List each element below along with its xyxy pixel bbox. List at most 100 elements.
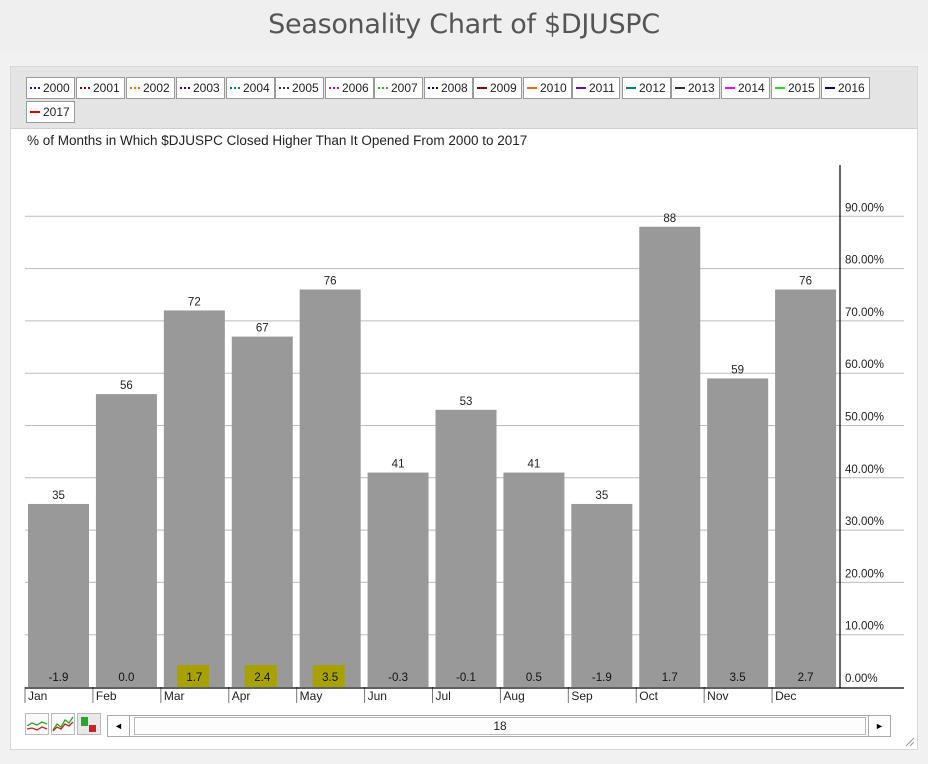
legend-item-2012[interactable]: 2012 — [622, 77, 671, 99]
legend-label: 2011 — [589, 81, 615, 95]
chart-title: % of Months in Which $DJUSPC Closed High… — [27, 133, 528, 148]
line-chart-icon[interactable] — [25, 713, 49, 735]
bar-jun — [367, 472, 429, 687]
resize-grip-icon[interactable] — [903, 735, 915, 747]
legend-item-2015[interactable]: 2015 — [771, 77, 820, 99]
x-tick-label: Jun — [368, 689, 387, 703]
legend-item-2009[interactable]: 2009 — [473, 77, 522, 99]
legend-item-2007[interactable]: 2007 — [374, 77, 423, 99]
seasonality-chart: 0.00% 10.00% 20.00% 30.00% 40.00% 50.00% 60.00… — [24, 165, 904, 703]
avg-return-label: 0.5 — [526, 672, 542, 684]
avg-return-highlight — [312, 665, 345, 687]
y-tick-label: 30.00% — [845, 516, 884, 528]
legend-item-2010[interactable]: 2010 — [523, 77, 572, 99]
legend-item-2013[interactable]: 2013 — [671, 77, 720, 99]
y-tick-label: 10.00% — [845, 621, 884, 633]
legend-swatch-icon — [675, 86, 685, 89]
legend-swatch-icon — [329, 86, 339, 89]
legend-swatch-icon — [30, 110, 40, 113]
legend-item-2005[interactable]: 2005 — [275, 77, 324, 99]
legend-swatch-icon — [378, 86, 388, 89]
legend-swatch-icon — [279, 86, 289, 89]
legend-item-2014[interactable]: 2014 — [721, 77, 770, 99]
bar-may — [299, 289, 361, 687]
multi-line-chart-icon[interactable] — [51, 713, 75, 735]
page-title: Seasonality Chart of $DJUSPC — [268, 9, 660, 40]
legend-label: 2003 — [193, 81, 220, 95]
legend-item-2016[interactable]: 2016 — [821, 77, 870, 99]
y-tick-label: 90.00% — [845, 202, 884, 214]
legend-item-2017[interactable]: 2017 — [26, 101, 75, 123]
x-tick-label: Apr — [232, 689, 251, 703]
bar-value-label: 35 — [52, 490, 65, 502]
page-title-bar: Seasonality Chart of $DJUSPC — [0, 0, 928, 52]
time-scrollbar[interactable]: ◄ 18 ► — [107, 715, 891, 737]
x-tick-label: May — [300, 689, 323, 703]
legend-swatch-icon — [80, 86, 90, 89]
bar-value-label: 53 — [460, 396, 473, 408]
x-tick-label: Mar — [164, 689, 185, 703]
bar-value-label: 76 — [324, 276, 337, 288]
legend-item-2004[interactable]: 2004 — [226, 77, 275, 99]
bar-value-label: 59 — [731, 364, 744, 376]
x-tick-label: Jul — [436, 689, 451, 703]
y-tick-label: 0.00% — [845, 673, 878, 685]
avg-return-label: 1.7 — [662, 672, 678, 684]
legend-swatch-icon — [725, 86, 735, 89]
legend-label: 2008 — [441, 81, 468, 95]
legend-swatch-icon — [428, 86, 438, 89]
bar-value-label: 88 — [663, 213, 676, 225]
bar-value-label: 56 — [120, 380, 133, 392]
avg-return-label: 2.4 — [254, 672, 271, 684]
legend-label: 2000 — [43, 81, 70, 95]
scroll-thumb[interactable]: 18 — [134, 717, 866, 735]
avg-return-highlight — [244, 665, 277, 687]
x-tick-label: Oct — [639, 689, 658, 703]
bar-sep — [571, 503, 633, 687]
legend-swatch-icon — [576, 86, 586, 89]
legend-label: 2009 — [490, 81, 517, 95]
bar-value-label: 41 — [528, 459, 541, 471]
avg-return-label: 0.0 — [118, 672, 134, 684]
legend-item-2003[interactable]: 2003 — [176, 77, 225, 99]
legend-label: 2007 — [391, 81, 418, 95]
legend-item-2002[interactable]: 2002 — [126, 77, 175, 99]
x-tick-label: Feb — [96, 689, 117, 703]
bar-aug — [503, 472, 565, 687]
x-tick-label: Aug — [503, 689, 524, 703]
legend-item-2006[interactable]: 2006 — [325, 77, 374, 99]
scroll-left-arrow-icon[interactable]: ◄ — [108, 716, 130, 736]
avg-return-label: 1.7 — [186, 672, 202, 684]
bar-value-label: 76 — [799, 276, 812, 288]
avg-return-label: -1.9 — [592, 672, 612, 684]
bar-value-label: 72 — [188, 296, 201, 308]
legend-item-2011[interactable]: 2011 — [572, 77, 620, 99]
x-tick-label: Sep — [571, 689, 593, 703]
x-tick-label: Nov — [707, 689, 728, 703]
legend-label: 2012 — [639, 81, 666, 95]
bar-apr — [231, 336, 293, 687]
avg-return-label: 2.7 — [798, 672, 814, 684]
x-tick-label: Jan — [28, 689, 47, 703]
legend-label: 2016 — [838, 81, 865, 95]
legend-label: 2013 — [688, 81, 715, 95]
y-tick-label: 80.00% — [845, 255, 884, 267]
legend-label: 2014 — [738, 81, 765, 95]
avg-return-label: -1.9 — [49, 672, 69, 684]
legend-label: 2006 — [342, 81, 369, 95]
legend-label: 2017 — [43, 105, 70, 119]
legend-label: 2002 — [143, 81, 170, 95]
scroll-right-arrow-icon[interactable]: ► — [868, 716, 890, 736]
legend-item-2000[interactable]: 2000 — [26, 77, 75, 99]
legend-item-2008[interactable]: 2008 — [424, 77, 473, 99]
legend-label: 2015 — [788, 81, 815, 95]
bar-value-label: 67 — [256, 323, 269, 335]
bar-chart-icon[interactable] — [77, 713, 101, 735]
legend-swatch-icon — [130, 86, 140, 89]
bar-value-label: 41 — [392, 459, 405, 471]
bar-value-label: 35 — [595, 490, 608, 502]
legend-swatch-icon — [527, 86, 537, 89]
bar-jul — [435, 409, 497, 687]
y-tick-label: 50.00% — [845, 412, 884, 424]
legend-item-2001[interactable]: 2001 — [76, 77, 125, 99]
